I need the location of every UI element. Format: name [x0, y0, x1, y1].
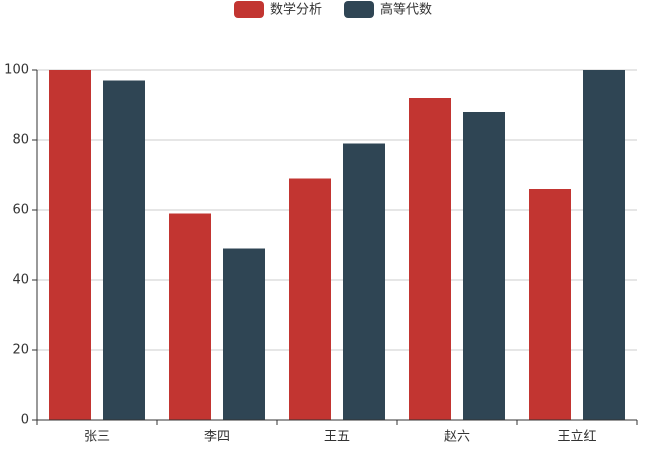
bar [409, 98, 451, 420]
bar [529, 189, 571, 420]
y-tick-label: 80 [12, 133, 29, 148]
bar [169, 213, 211, 420]
y-tick-label: 100 [4, 63, 29, 78]
x-tick-label: 赵六 [444, 430, 470, 445]
x-tick-label: 张三 [84, 430, 110, 445]
x-tick-label: 王五 [324, 430, 350, 445]
bar [49, 70, 91, 420]
bar [463, 112, 505, 420]
bar [289, 178, 331, 420]
bar [343, 143, 385, 420]
bar [223, 248, 265, 420]
y-tick-label: 60 [12, 203, 29, 218]
bar [583, 70, 625, 420]
y-tick-label: 40 [12, 273, 29, 288]
legend-swatch[interactable] [344, 1, 374, 18]
legend-label[interactable]: 数学分析 [270, 2, 322, 18]
x-tick-label: 王立红 [557, 429, 596, 445]
legend-swatch[interactable] [234, 1, 264, 18]
legend-label[interactable]: 高等代数 [380, 2, 432, 18]
y-tick-label: 20 [12, 343, 29, 358]
bar [103, 80, 145, 420]
y-tick-label: 0 [21, 413, 29, 428]
x-tick-label: 李四 [204, 430, 230, 445]
